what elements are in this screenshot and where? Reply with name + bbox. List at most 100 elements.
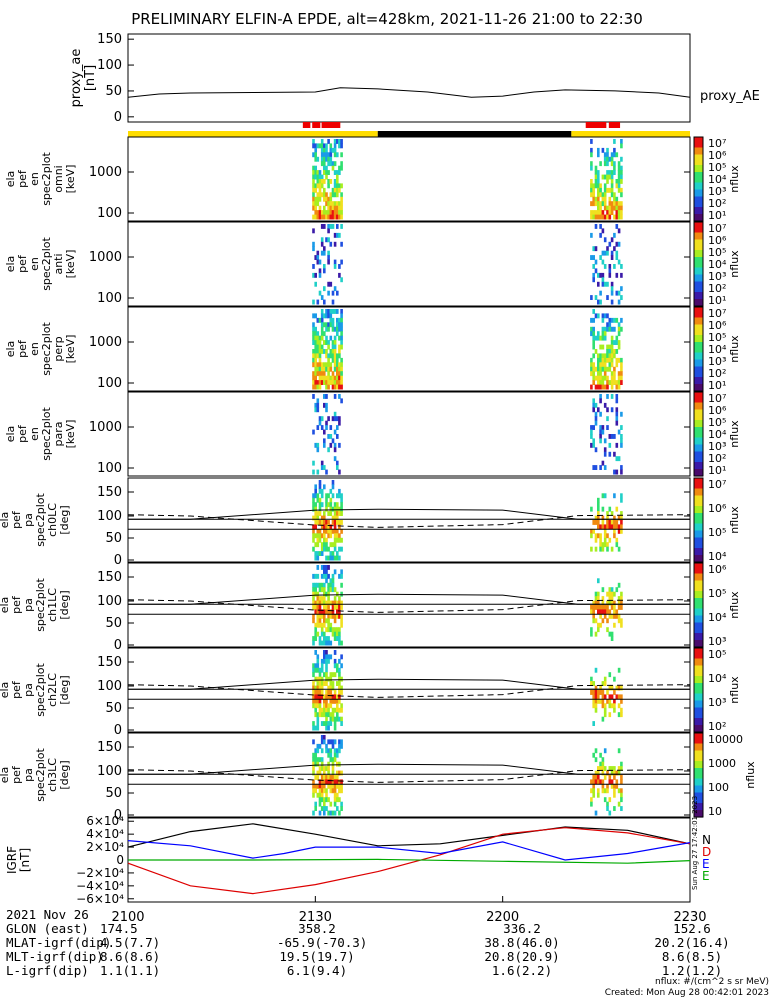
spectrogram-cell: [338, 420, 341, 426]
spectrogram-cell: [340, 214, 343, 220]
spectrogram-cell: [312, 349, 315, 354]
spectrogram-cell: [320, 582, 324, 588]
spectrogram-cell: [329, 542, 333, 548]
spectrogram-cell: [318, 596, 322, 601]
spectrogram-cell: [594, 335, 598, 341]
spectrogram-cell: [606, 698, 609, 704]
spectrogram-cell: [597, 362, 600, 368]
colorbar-segment: [694, 175, 703, 180]
spectrogram-cell: [606, 313, 609, 319]
spectrogram-cell: [320, 331, 324, 337]
spectrogram-cell: [340, 622, 343, 628]
spectrogram-cell: [594, 520, 598, 525]
footer-created: Created: Mon Aug 28 00:42:01 2023: [604, 988, 769, 998]
spectrogram-cell: [608, 451, 612, 457]
colorbar-segment: [694, 771, 703, 776]
spectrogram-cell: [590, 429, 593, 435]
colorbar-segment: [694, 222, 703, 227]
spectrogram-cell: [316, 344, 320, 350]
spectrogram-cell: [603, 353, 607, 359]
spectrogram-cell: [325, 537, 328, 543]
spectrogram-cell: [597, 766, 600, 771]
spectrogram-cell: [325, 210, 328, 215]
spectrogram-cell: [333, 537, 337, 543]
igrf-legend-label: E: [702, 869, 710, 883]
colorbar-segment: [694, 260, 703, 265]
spectrogram-cell: [331, 416, 335, 422]
spectrogram-cell: [329, 196, 333, 202]
spectrogram-cell: [325, 600, 328, 606]
spectrogram-cell: [314, 600, 317, 606]
spectrogram-cell: [613, 366, 616, 372]
colorbar-segment: [694, 573, 703, 578]
spectrogram-cell: [613, 469, 616, 475]
spectrogram-cell: [325, 493, 328, 499]
spectrogram-cell: [316, 618, 320, 624]
colorbar-segment: [694, 356, 703, 361]
spectrogram-cell: [314, 703, 317, 709]
spectrogram-cell: [312, 587, 315, 593]
spectrogram-cell: [325, 174, 328, 180]
spectrogram-cell: [329, 582, 333, 588]
spectrogram-cell: [608, 613, 612, 619]
spectrogram-cell: [606, 281, 609, 287]
spectrogram-cell: [325, 797, 328, 803]
spectrogram-cell: [336, 761, 339, 767]
spectrogram-cell: [312, 174, 315, 180]
spectrogram-cell: [316, 528, 320, 534]
colorbar-segment: [694, 210, 703, 215]
spectrogram-cell: [325, 520, 328, 525]
colorbar-segment: [694, 229, 703, 234]
spectrogram-cell: [316, 761, 320, 767]
spectrogram-cell: [316, 654, 320, 660]
colorbar-segment: [694, 416, 703, 421]
spectrogram-cell: [592, 340, 595, 345]
spectrogram-cell: [327, 725, 330, 731]
ytick-label: 150: [97, 32, 122, 47]
spectrogram-cell: [594, 600, 598, 606]
spectrogram-cell: [336, 232, 339, 238]
spectrogram-cell: [323, 565, 326, 570]
spectrogram-cell: [320, 658, 324, 664]
spectrogram-cell: [594, 183, 598, 189]
spectrogram-cell: [323, 797, 326, 803]
spectrogram-cell: [336, 416, 339, 422]
spectrogram-cell: [314, 349, 317, 354]
spectrogram-cell: [590, 214, 593, 220]
spectrogram-cell: [603, 237, 607, 243]
spectrogram-cell: [323, 703, 326, 709]
spectrogram-cell: [320, 313, 324, 319]
spectrogram-cell: [327, 640, 330, 646]
spectrogram-cell: [329, 690, 333, 695]
spectrogram-cell: [331, 322, 335, 328]
spectrogram-cell: [333, 663, 337, 669]
colorbar-segment: [694, 472, 703, 477]
spectrogram-cell: [312, 183, 315, 189]
spectrogram-cell: [320, 779, 324, 785]
spectrogram-cell: [590, 434, 593, 439]
spectrogram-cell: [318, 317, 322, 323]
spectrogram-cell: [601, 317, 605, 323]
spectrogram-cell: [594, 703, 598, 709]
colorbar-tick-label: 10³: [708, 635, 726, 648]
spectrogram-cell: [327, 783, 330, 789]
spectrogram-cell: [340, 801, 343, 807]
spectrogram-cell: [329, 757, 333, 763]
spectrogram-cell: [610, 779, 614, 785]
spectrogram-cell: [327, 196, 330, 202]
spectrogram-cell: [323, 770, 326, 776]
colorbar-segment: [694, 278, 703, 283]
colorbar-segment: [694, 307, 703, 312]
spectrogram-cell: [312, 353, 315, 359]
spectrogram-cell: [318, 357, 322, 363]
spectrogram-cell: [590, 192, 593, 198]
spectrogram-cell: [599, 353, 602, 359]
spectrogram-cell: [323, 788, 326, 794]
spectrogram-cell: [314, 667, 317, 673]
spectrogram-cell: [615, 524, 619, 530]
spectrogram-cell: [597, 331, 600, 337]
spectrogram-cell: [312, 493, 315, 499]
spectrogram-cell: [606, 600, 609, 606]
spectrogram-cell: [331, 349, 335, 354]
spectrogram-cell: [615, 290, 619, 296]
